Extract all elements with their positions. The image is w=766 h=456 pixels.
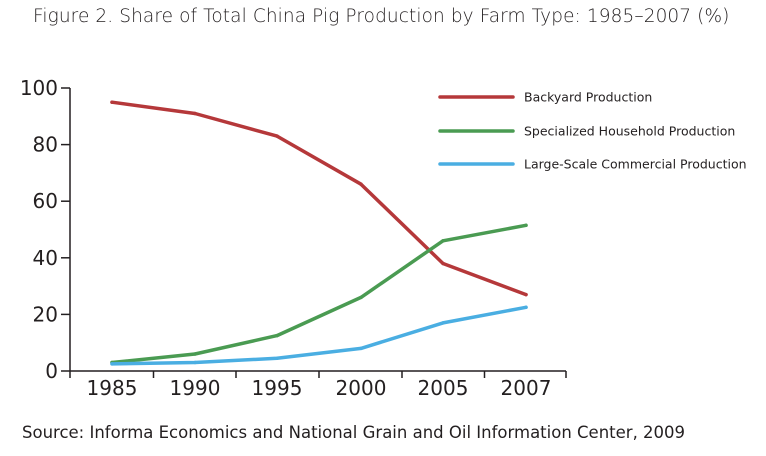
data-point [359,182,363,186]
x-tick-label: 2007 [501,376,552,400]
legend: Backyard Production Specialized Household… [438,90,747,172]
x-tick-label: 2000 [336,376,387,400]
data-point [193,111,197,116]
y-tick-label: 80 [33,133,58,157]
data-point [275,333,279,338]
data-point [275,356,279,360]
axes: 0 20 40 60 80 100 1985 1990 1995 2000 2005 2007 [20,76,567,400]
data-point [441,261,445,266]
x-tick-label: 2005 [418,376,469,400]
data-point [359,346,363,351]
series-line-1 [110,223,528,365]
x-tick-label: 1995 [252,376,303,400]
data-point [359,295,363,300]
legend-label: Specialized Household Production [524,124,735,139]
legend-label: Large-Scale Commercial Production [524,157,747,172]
y-tick-label: 100 [20,76,58,100]
data-point [193,352,197,356]
series-lines [110,100,528,366]
legend-label: Backyard Production [524,90,652,105]
data-point [441,239,445,243]
data-point [193,360,197,365]
x-tick-label: 1990 [170,376,221,400]
data-point [524,223,528,227]
data-point [275,134,279,138]
data-point [110,362,114,366]
data-point [524,292,528,297]
series-line-2 [110,305,528,366]
y-tick-label: 0 [45,359,58,383]
y-tick-label: 60 [33,189,58,213]
y-tick-label: 20 [33,302,58,326]
source-note: Source: Informa Economics and National G… [22,423,686,442]
data-point [110,100,114,104]
chart-title: Figure 2. Share of Total China Pig Produ… [33,6,730,27]
y-tick-label: 40 [33,246,58,270]
x-tick-label: 1985 [87,376,138,400]
data-point [441,321,445,325]
series-line-0 [110,100,528,297]
data-point [524,305,528,309]
